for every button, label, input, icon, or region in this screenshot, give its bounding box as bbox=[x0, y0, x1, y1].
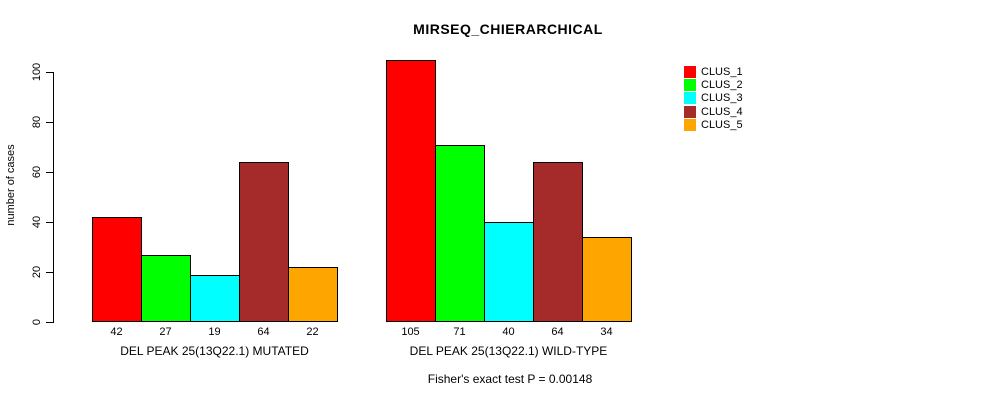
group-label: DEL PEAK 25(13Q22.1) WILD-TYPE bbox=[409, 344, 608, 358]
y-tick-label: 20 bbox=[31, 265, 43, 279]
y-tick-label: 100 bbox=[31, 62, 43, 82]
y-axis-line bbox=[53, 72, 54, 323]
bar-value-label: 64 bbox=[551, 326, 564, 338]
bar-value-label: 42 bbox=[110, 326, 123, 338]
y-tick bbox=[46, 122, 53, 123]
chart-title: MIRSEQ_CHIERARCHICAL bbox=[413, 21, 603, 37]
legend-item: CLUS_1 bbox=[684, 66, 764, 78]
group-label: DEL PEAK 25(13Q22.1) MUTATED bbox=[120, 344, 309, 358]
y-tick bbox=[46, 172, 53, 173]
bar-clus_3 bbox=[190, 274, 240, 322]
legend-swatch-clus_3 bbox=[684, 92, 696, 104]
legend-item: CLUS_3 bbox=[684, 92, 764, 104]
y-axis-label: number of cases bbox=[5, 144, 17, 226]
bar-clus_3 bbox=[484, 222, 534, 322]
bar-value-label: 34 bbox=[600, 326, 613, 338]
bar-clus_2 bbox=[141, 254, 191, 322]
legend-item: CLUS_5 bbox=[684, 119, 764, 131]
y-tick-label: 60 bbox=[31, 165, 43, 179]
legend-label: CLUS_1 bbox=[701, 66, 743, 78]
y-tick bbox=[46, 272, 53, 273]
bar-clus_4 bbox=[239, 162, 289, 322]
bar-clus_1 bbox=[386, 59, 436, 322]
bar-value-label: 64 bbox=[257, 326, 270, 338]
legend-item: CLUS_2 bbox=[684, 79, 764, 91]
bar-value-label: 19 bbox=[208, 326, 221, 338]
legend-label: CLUS_2 bbox=[701, 79, 743, 91]
bar-clus_5 bbox=[582, 237, 632, 322]
legend-label: CLUS_3 bbox=[701, 92, 743, 104]
legend-item: CLUS_4 bbox=[684, 106, 764, 118]
legend-swatch-clus_2 bbox=[684, 79, 696, 91]
bar-clus_4 bbox=[533, 162, 583, 322]
legend-swatch-clus_1 bbox=[684, 66, 696, 78]
y-tick-label: 0 bbox=[31, 318, 43, 326]
bar-value-label: 71 bbox=[453, 326, 466, 338]
bar-value-label: 22 bbox=[306, 326, 319, 338]
bar-value-label: 105 bbox=[401, 326, 420, 338]
bar-clus_2 bbox=[435, 144, 485, 322]
legend-label: CLUS_5 bbox=[701, 119, 743, 131]
legend-swatch-clus_4 bbox=[684, 106, 696, 118]
bar-value-label: 27 bbox=[159, 326, 172, 338]
y-tick bbox=[46, 222, 53, 223]
annotation-caption: Fisher's exact test P = 0.00148 bbox=[427, 372, 593, 386]
bar-clus_1 bbox=[92, 217, 142, 322]
y-tick bbox=[46, 72, 53, 73]
y-tick-label: 80 bbox=[31, 115, 43, 129]
legend-label: CLUS_4 bbox=[701, 106, 743, 118]
y-tick-label: 40 bbox=[31, 215, 43, 229]
legend-swatch-clus_5 bbox=[684, 119, 696, 131]
bar-clus_5 bbox=[288, 267, 338, 322]
bar-value-label: 40 bbox=[502, 326, 515, 338]
y-tick bbox=[46, 322, 53, 323]
